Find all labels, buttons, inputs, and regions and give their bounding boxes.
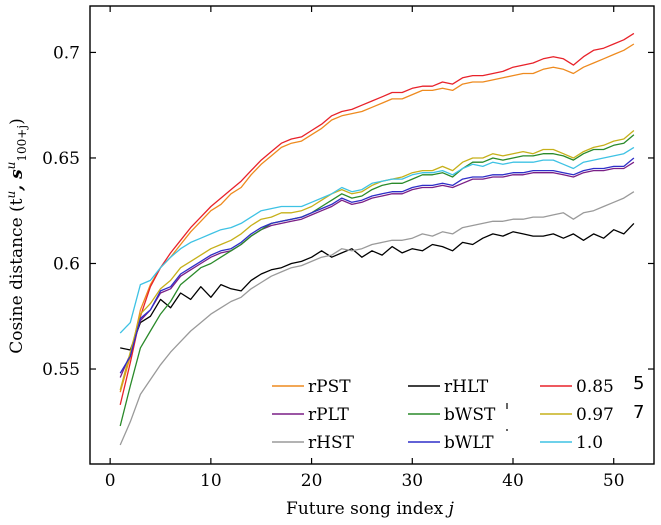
x-axis-title: Future song index j [286, 499, 455, 519]
stray-mark-1: 5 [633, 373, 644, 394]
legend-label-bWST: bWST [444, 405, 496, 425]
legend-label-0.85: 0.85 [576, 377, 614, 397]
legend-label-rHST: rHST [308, 433, 355, 453]
stray-mark-2: 7 [633, 402, 644, 423]
legend-label-1.0: 1.0 [576, 433, 603, 453]
y-axis-title-end: ) [7, 118, 27, 125]
legend-label-rHLT: rHLT [444, 377, 489, 397]
legend-label-rPLT: rPLT [308, 405, 349, 425]
legend: rPST rPLT rHST rHLT bWST bWLT 0.85 0.97 1.0 [272, 377, 614, 453]
y-tick-label: 0.65 [42, 149, 80, 169]
series-line-0.85 [119, 32, 635, 406]
x-tick-label: 0 [105, 471, 116, 491]
series-line-rHST [119, 191, 635, 446]
plot-frame [89, 5, 655, 465]
x-tick-label: 20 [301, 471, 323, 491]
x-tick-label: 50 [603, 471, 625, 491]
legend-label-0.97: 0.97 [576, 405, 614, 425]
x-tick-label: 30 [401, 471, 423, 491]
series-line-0.97 [119, 130, 635, 391]
legend-label-rPST: rPST [308, 377, 351, 397]
x-axis-title-text: Future song index [286, 499, 449, 519]
y-axis-title-sub: 100+j [15, 125, 29, 162]
y-axis-title: Cosine distance (tu, su100+j) [4, 118, 29, 353]
x-tick-label: 40 [502, 471, 524, 491]
axis-ticks: 0 10 20 30 40 50 0.55 0.6 0.65 0.7 [42, 6, 654, 491]
series-line-rPLT [119, 161, 635, 378]
y-axis-title-text: Cosine distance (t [7, 198, 27, 353]
series-line-rPST [119, 43, 635, 393]
y-axis-title-mid: , s [7, 169, 27, 192]
series-line-1.0 [119, 146, 635, 334]
series-lines [119, 32, 635, 446]
y-tick-label: 0.55 [42, 360, 80, 380]
x-axis-title-var: j [445, 499, 455, 519]
y-axis-title-sup2: u [4, 162, 18, 170]
y-axis-title-sup: u [4, 191, 18, 199]
series-line-bWLT [119, 157, 635, 374]
series-line-rHLT [120, 222, 635, 351]
y-tick-label: 0.6 [53, 254, 80, 274]
x-tick-label: 10 [200, 471, 222, 491]
legend-label-bWLT: bWLT [444, 433, 494, 453]
series-line-bWST [119, 134, 635, 427]
y-tick-label: 0.7 [53, 43, 80, 63]
